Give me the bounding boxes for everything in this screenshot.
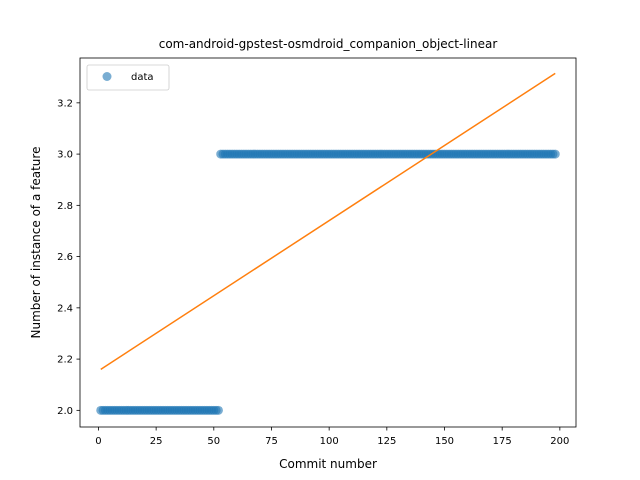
chart-title: com-android-gpstest-osmdroid_companion_o… <box>159 37 498 51</box>
y-axis-label: Number of instance of a feature <box>29 147 43 339</box>
y-tick-label: 2.8 <box>57 201 73 212</box>
legend-box <box>86 64 170 91</box>
y-tick-label: 2.0 <box>57 406 73 417</box>
y-tick-label: 2.2 <box>57 355 73 366</box>
x-tick-label: 200 <box>550 436 569 447</box>
x-tick-label: 150 <box>435 436 454 447</box>
linear-fit-line <box>100 72 556 370</box>
y-tick-label: 3.2 <box>57 98 73 109</box>
x-tick-label: 50 <box>207 436 220 447</box>
x-tick-label: 75 <box>265 436 278 447</box>
x-tick-label: 175 <box>493 436 512 447</box>
x-tick-label: 0 <box>95 436 101 447</box>
y-tick-label: 3.0 <box>57 150 73 161</box>
legend-marker-data <box>102 72 112 81</box>
y-tick-label: 2.4 <box>57 303 73 314</box>
plot-area <box>96 72 560 415</box>
axes-frame <box>79 57 577 428</box>
x-tick-label: 125 <box>377 436 396 447</box>
legend-label-data: data <box>131 72 154 83</box>
legend: data <box>86 64 170 91</box>
x-axis-label: Commit number <box>279 457 377 471</box>
y-axis: 2.0 2.2 2.4 2.6 2.8 3.0 3.2 <box>57 98 80 417</box>
x-tick-label: 100 <box>320 436 339 447</box>
x-axis: 0 25 50 75 100 125 150 175 200 <box>95 427 569 447</box>
y-tick-label: 2.6 <box>57 252 73 263</box>
x-tick-label: 25 <box>150 436 163 447</box>
data-point <box>550 149 560 159</box>
data-point <box>213 405 223 415</box>
